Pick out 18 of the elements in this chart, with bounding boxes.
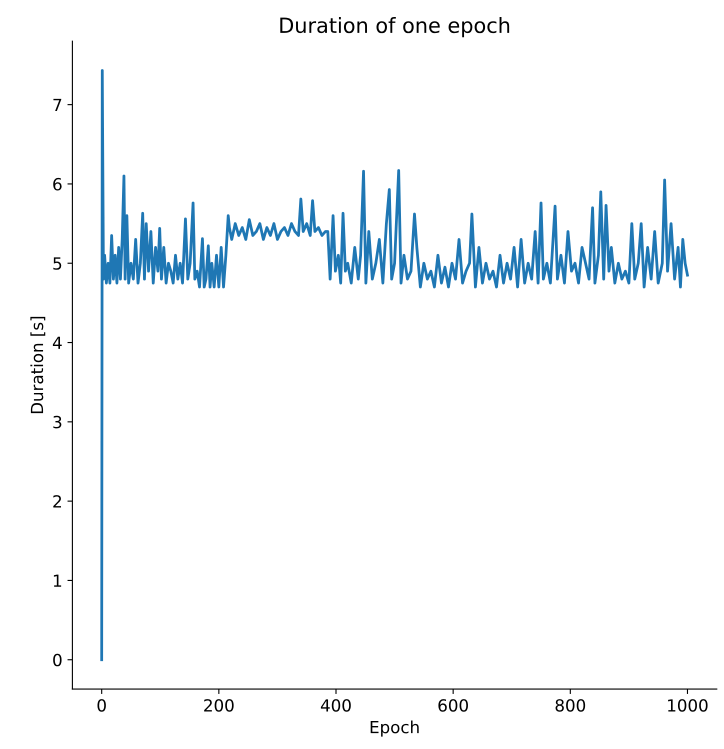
chart-title: Duration of one epoch (280, 17, 510, 38)
y-tick-label: 7 (53, 98, 62, 111)
y-tick-label: 6 (53, 178, 62, 191)
x-tick-label: 1000 (668, 699, 708, 712)
y-axis-title: Duration [s] (30, 316, 46, 414)
x-tick-label: 800 (556, 699, 586, 712)
x-tick-label: 400 (320, 699, 351, 712)
y-tick-label: 5 (53, 257, 62, 270)
y-tick-label: 2 (53, 495, 62, 508)
y-tick-label: 1 (54, 574, 62, 587)
x-tick-label: 600 (438, 699, 468, 712)
line-series (100, 69, 689, 662)
y-tick-label: 3 (53, 416, 62, 428)
x-tick-label: 0 (97, 699, 106, 712)
y-tick-label: 4 (52, 336, 62, 349)
y-tick-label: 0 (53, 654, 62, 666)
x-axis-title: Epoch (370, 720, 419, 737)
x-tick-label: 200 (204, 699, 234, 712)
